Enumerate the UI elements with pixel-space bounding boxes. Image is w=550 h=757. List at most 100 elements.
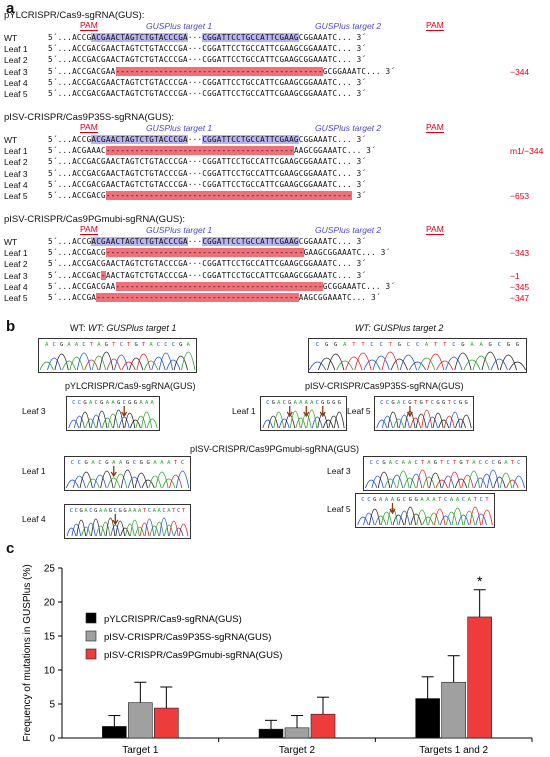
trace-peak xyxy=(162,478,176,489)
base-call: T xyxy=(172,508,176,514)
bar xyxy=(258,728,284,739)
base-call: C xyxy=(172,342,175,348)
base-call: G xyxy=(459,400,462,406)
trace-peak xyxy=(124,412,136,429)
trace-peak xyxy=(422,516,434,526)
base-call: G xyxy=(398,342,401,348)
bar xyxy=(128,702,153,739)
trace-peak xyxy=(149,525,160,537)
base-call: A xyxy=(111,400,115,406)
base-call: A xyxy=(106,400,110,406)
trace-peak xyxy=(90,414,102,429)
alignment-sequence: 5´...ACCGACGAACTAGTCTGTACCCGA···CGGATTCC… xyxy=(48,179,367,189)
base-call: G xyxy=(397,497,400,503)
alignment-row-label: WT xyxy=(4,33,18,43)
base-call: C xyxy=(123,400,126,406)
panel-a-letter: a xyxy=(6,0,15,17)
trace-peak xyxy=(443,415,455,429)
base-call: C xyxy=(462,497,465,503)
base-call: T xyxy=(425,400,429,406)
trace-peak xyxy=(134,526,145,537)
base-call: T xyxy=(174,460,178,466)
trace-peak xyxy=(166,359,181,371)
base-call: A xyxy=(112,460,116,466)
x-tick-label: Target 2 xyxy=(279,745,316,756)
trace-peak xyxy=(72,475,86,489)
base-call: G xyxy=(119,508,122,514)
base-call: C xyxy=(148,508,151,514)
base-call: A xyxy=(402,460,406,466)
base-call: C xyxy=(70,508,73,514)
base-call: A xyxy=(153,508,157,514)
base-call: C xyxy=(379,342,382,348)
base-call: G xyxy=(414,497,417,503)
target1-label: GUSPlus target 1 xyxy=(146,123,213,133)
base-call: A xyxy=(397,400,401,406)
base-call: G xyxy=(327,400,330,406)
trace-peak xyxy=(393,418,405,429)
trace-peak xyxy=(374,515,387,526)
trace-peak xyxy=(365,479,378,489)
base-call: C xyxy=(266,400,269,406)
base-call: A xyxy=(84,508,88,514)
base-call: T xyxy=(389,342,393,348)
base-call: C xyxy=(78,400,81,406)
trace-peak xyxy=(100,470,114,489)
base-call: T xyxy=(414,400,418,406)
base-call: G xyxy=(408,400,411,406)
trace-peak xyxy=(91,355,106,371)
y-tick-label: 0 xyxy=(49,734,55,745)
chromatogram-leaf-label: Leaf 3 xyxy=(327,466,351,476)
base-call: G xyxy=(83,400,86,406)
base-call: A xyxy=(427,460,431,466)
y-tick-label: 5 xyxy=(49,700,55,711)
alignment-row-label: Leaf 5 xyxy=(4,191,28,201)
base-call: T xyxy=(511,460,515,466)
trace-peak xyxy=(66,527,77,537)
bar xyxy=(284,727,310,739)
base-call: T xyxy=(90,342,94,348)
base-call: T xyxy=(466,460,470,466)
base-call: G xyxy=(436,400,439,406)
base-call: A xyxy=(167,508,171,514)
legend-swatch xyxy=(85,630,97,642)
trace-peak xyxy=(376,419,388,429)
base-call: G xyxy=(179,342,182,348)
base-call: C xyxy=(403,497,406,503)
trace-peak xyxy=(384,478,397,489)
base-call: C xyxy=(498,342,501,348)
trace-peak xyxy=(173,527,184,537)
trace-peak xyxy=(397,470,410,489)
base-call: C xyxy=(95,400,98,406)
base-call: A xyxy=(472,460,476,466)
base-call: A xyxy=(479,342,483,348)
base-call: T xyxy=(112,342,116,348)
trace-peak xyxy=(71,523,82,537)
trace-peak xyxy=(106,358,121,371)
base-call: C xyxy=(71,460,74,466)
base-call: G xyxy=(85,460,88,466)
chromatogram-leaf-label: Leaf 3 xyxy=(22,406,46,416)
alignment-sequence: 5´...ACCGACG----------------------------… xyxy=(48,191,367,200)
base-call: G xyxy=(332,400,335,406)
trace-peak xyxy=(73,415,85,429)
base-call: A xyxy=(167,460,171,466)
trace-peak xyxy=(493,476,506,489)
y-tick-label: 10 xyxy=(44,666,56,677)
pam-label-right: PAM xyxy=(426,224,444,235)
trace-peak xyxy=(158,352,174,371)
base-call: C xyxy=(452,342,455,348)
trace-peak xyxy=(143,360,159,371)
base-call: G xyxy=(117,400,120,406)
trace-peak xyxy=(91,518,101,537)
base-call: G xyxy=(442,400,445,406)
legend-swatch xyxy=(85,648,97,660)
base-call: A xyxy=(158,508,162,514)
alignment-row-label: Leaf 4 xyxy=(4,77,28,88)
legend-swatch xyxy=(85,612,97,624)
base-call: C xyxy=(72,400,75,406)
alignment-sequence: 5´...ACCGACGAACTAGTCTGTACCCGA···CGGATTCC… xyxy=(48,55,367,65)
mutation-arrow-icon xyxy=(112,514,119,526)
